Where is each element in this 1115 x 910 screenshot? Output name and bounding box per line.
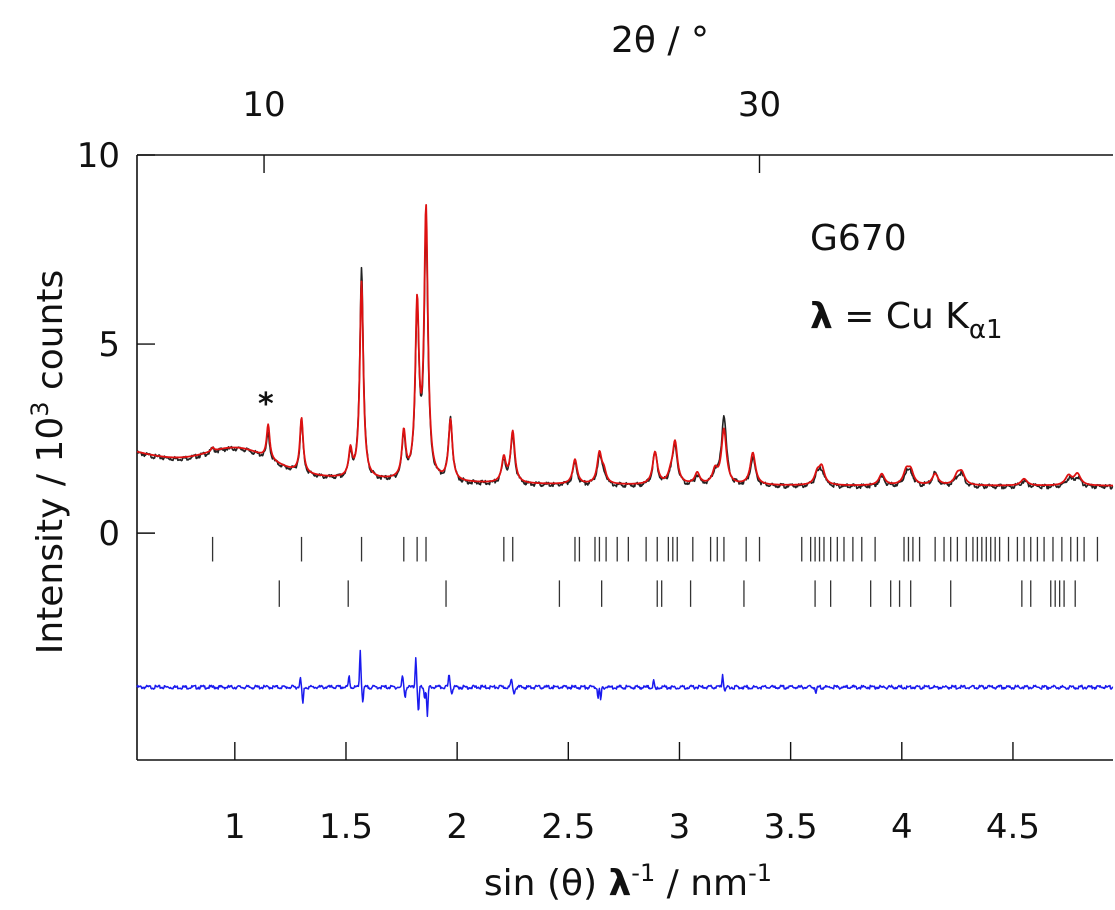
bottom-axis-title-lambda: λ (609, 863, 632, 904)
left-axis-title-sup: 3 (26, 401, 54, 416)
left-axis-title-part-1: Intensity / 10 (30, 417, 71, 655)
wavelength-text: = Cu K (833, 296, 970, 337)
difference-series-line (136, 649, 1114, 718)
bottom-tick-label: 3 (669, 807, 691, 847)
series-layer (136, 204, 1114, 718)
left-tick-label: 0 (98, 514, 120, 554)
bottom-tick-label: 4 (891, 807, 913, 847)
bottom-axis-title: sin (θ) λ-1 / nm-1 (484, 859, 772, 904)
bottom-axis-title-sup-2: -1 (748, 859, 772, 887)
bottom-tick-label: 1.5 (319, 807, 373, 847)
top-axis-title: 2θ / ° (611, 20, 709, 61)
top-axis-ticks: 1030507090 (242, 85, 781, 173)
bottom-tick-label: 4.5 (986, 807, 1040, 847)
left-axis-ticks: 0 5 10 (77, 136, 155, 554)
bottom-tick-label: 3.5 (764, 807, 818, 847)
top-tick-label: 30 (738, 85, 781, 125)
top-tick-label: 10 (242, 85, 285, 125)
left-tick-label: 10 (77, 136, 120, 176)
plot-frame (136, 154, 1113, 761)
left-tick-label: 5 (98, 325, 120, 365)
left-axis-title-part-2: counts (30, 270, 71, 402)
calculated-series-line (136, 204, 1114, 487)
reflection-markers (211, 536, 1099, 607)
left-axis-title: Intensity / 103 counts (26, 270, 71, 655)
bottom-tick-label: 1 (224, 807, 246, 847)
impurity-star: * (258, 387, 274, 422)
wavelength-lambda: λ (810, 296, 833, 337)
bottom-axis-title-part-1: sin (θ) (484, 863, 609, 904)
wavelength-subscript: α1 (969, 315, 1003, 345)
bottom-axis-ticks: 1 1.5 2 2.5 3 3.5 4 4.5 (224, 742, 1040, 847)
reflection-row-2 (278, 580, 1076, 607)
sample-label: G670 (810, 218, 907, 259)
bottom-tick-label: 2.5 (541, 807, 595, 847)
reflection-row-1 (211, 536, 1099, 562)
bottom-axis-title-part-2: / nm (655, 863, 748, 904)
bottom-tick-label: 2 (446, 807, 468, 847)
wavelength-label: λ = Cu Kα1 (810, 296, 1003, 345)
bottom-axis-title-sup-1: -1 (631, 859, 655, 887)
observed-series-line (136, 223, 1114, 490)
